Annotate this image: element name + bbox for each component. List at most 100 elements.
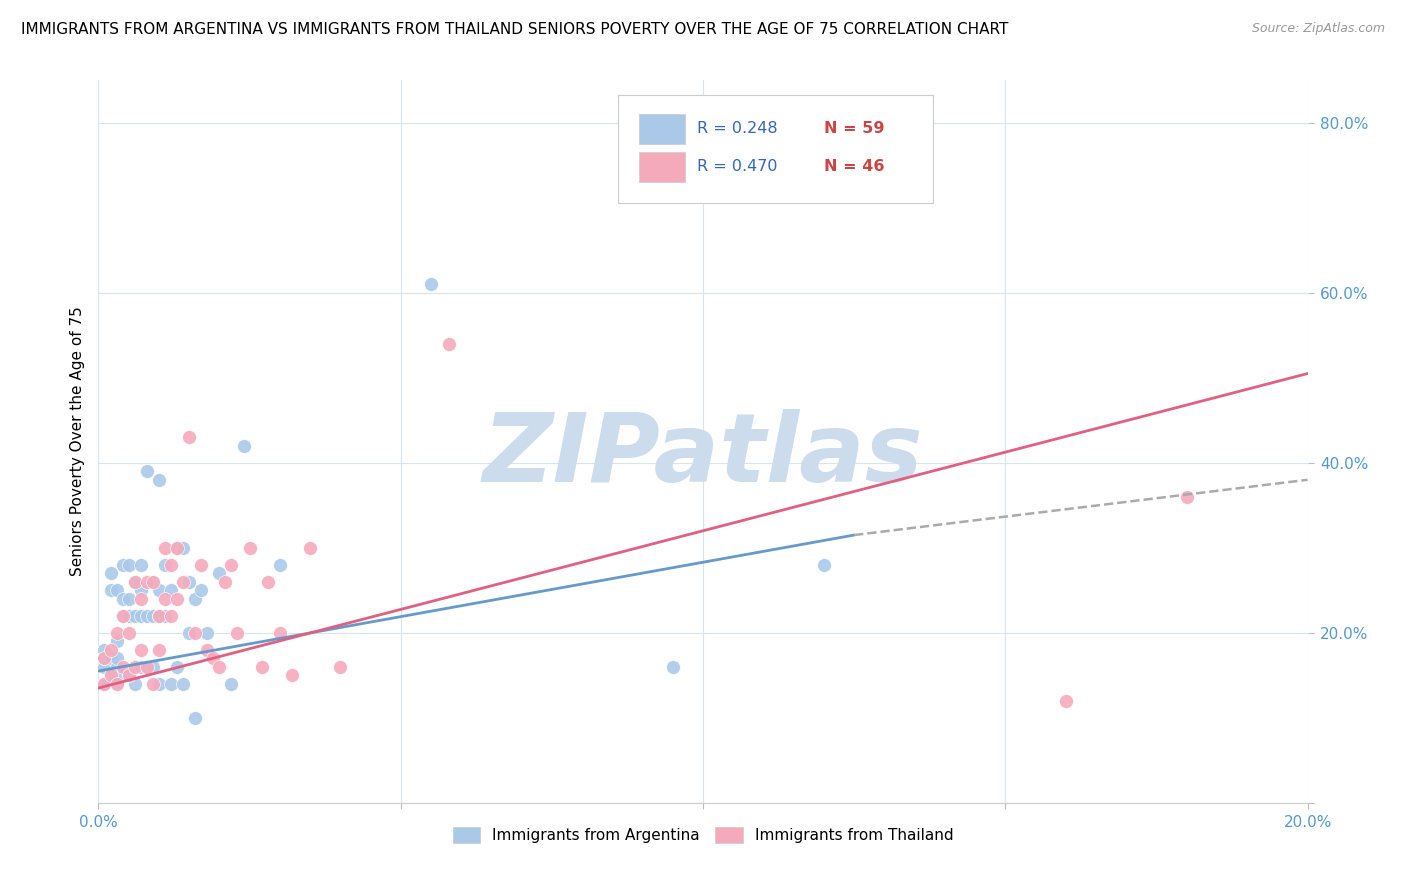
Point bbox=[226, 625, 249, 640]
Point bbox=[148, 642, 170, 657]
Point bbox=[111, 591, 134, 606]
Point bbox=[221, 677, 243, 691]
Point bbox=[135, 464, 157, 478]
Point bbox=[256, 574, 278, 589]
Point bbox=[111, 608, 134, 623]
Point bbox=[129, 608, 152, 623]
Point bbox=[172, 677, 194, 691]
Point bbox=[142, 677, 165, 691]
Point bbox=[129, 591, 152, 606]
Point bbox=[179, 430, 201, 444]
FancyBboxPatch shape bbox=[619, 95, 932, 203]
Point bbox=[153, 591, 176, 606]
Point bbox=[142, 574, 165, 589]
Point bbox=[166, 541, 188, 555]
Point bbox=[166, 591, 188, 606]
Point bbox=[118, 625, 141, 640]
Point bbox=[105, 677, 128, 691]
Point bbox=[100, 668, 122, 682]
Point bbox=[179, 574, 201, 589]
Point bbox=[208, 660, 231, 674]
Point bbox=[148, 608, 170, 623]
Point bbox=[160, 677, 183, 691]
Point bbox=[124, 574, 146, 589]
Point bbox=[118, 668, 141, 682]
Point bbox=[135, 660, 157, 674]
Point bbox=[160, 558, 183, 572]
Point bbox=[93, 651, 115, 665]
Point bbox=[153, 558, 176, 572]
Point bbox=[239, 541, 262, 555]
Point bbox=[184, 591, 207, 606]
Point bbox=[208, 566, 231, 581]
Point bbox=[105, 677, 128, 691]
Point bbox=[100, 583, 122, 598]
Point bbox=[100, 651, 122, 665]
Point bbox=[661, 660, 683, 674]
Point bbox=[190, 583, 212, 598]
Point bbox=[105, 660, 128, 674]
Y-axis label: Seniors Poverty Over the Age of 75: Seniors Poverty Over the Age of 75 bbox=[69, 307, 84, 576]
Point bbox=[124, 660, 146, 674]
Point bbox=[437, 336, 460, 351]
Point bbox=[135, 660, 157, 674]
Point bbox=[124, 608, 146, 623]
Text: R = 0.470: R = 0.470 bbox=[697, 160, 778, 175]
Point bbox=[153, 541, 176, 555]
Point bbox=[118, 558, 141, 572]
Point bbox=[148, 677, 170, 691]
Point bbox=[179, 625, 201, 640]
Point bbox=[118, 668, 141, 682]
Point bbox=[105, 634, 128, 648]
Point bbox=[129, 660, 152, 674]
Text: R = 0.248: R = 0.248 bbox=[697, 121, 778, 136]
Point bbox=[118, 608, 141, 623]
Point bbox=[172, 541, 194, 555]
Point bbox=[142, 608, 165, 623]
Point bbox=[148, 583, 170, 598]
Legend: Immigrants from Argentina, Immigrants from Thailand: Immigrants from Argentina, Immigrants fr… bbox=[446, 822, 960, 849]
Text: Source: ZipAtlas.com: Source: ZipAtlas.com bbox=[1251, 22, 1385, 36]
Point bbox=[1054, 694, 1077, 708]
Point bbox=[269, 625, 291, 640]
Point bbox=[135, 574, 157, 589]
Point bbox=[129, 583, 152, 598]
Point bbox=[93, 677, 115, 691]
Point bbox=[160, 583, 183, 598]
Point bbox=[111, 660, 134, 674]
Point bbox=[105, 583, 128, 598]
Point bbox=[148, 473, 170, 487]
Point bbox=[129, 558, 152, 572]
Point bbox=[111, 558, 134, 572]
Point bbox=[329, 660, 352, 674]
Point bbox=[153, 608, 176, 623]
Point bbox=[281, 668, 304, 682]
Text: N = 46: N = 46 bbox=[824, 160, 884, 175]
Point bbox=[111, 608, 134, 623]
Point bbox=[111, 668, 134, 682]
Point bbox=[118, 591, 141, 606]
Point bbox=[166, 541, 188, 555]
Point bbox=[269, 558, 291, 572]
Point bbox=[166, 660, 188, 674]
Point bbox=[250, 660, 273, 674]
Point bbox=[100, 566, 122, 581]
Text: N = 59: N = 59 bbox=[824, 121, 884, 136]
Point bbox=[93, 651, 115, 665]
Point bbox=[135, 608, 157, 623]
Point bbox=[232, 439, 254, 453]
Point bbox=[813, 558, 835, 572]
Point bbox=[190, 558, 212, 572]
Point bbox=[124, 677, 146, 691]
Point bbox=[105, 625, 128, 640]
Point bbox=[202, 651, 225, 665]
Point bbox=[420, 277, 443, 292]
Point bbox=[100, 642, 122, 657]
Point bbox=[221, 558, 243, 572]
Bar bbox=[638, 113, 685, 144]
Point bbox=[129, 642, 152, 657]
Point bbox=[124, 574, 146, 589]
Point bbox=[195, 642, 218, 657]
Text: ZIPatlas: ZIPatlas bbox=[482, 409, 924, 502]
Text: IMMIGRANTS FROM ARGENTINA VS IMMIGRANTS FROM THAILAND SENIORS POVERTY OVER THE A: IMMIGRANTS FROM ARGENTINA VS IMMIGRANTS … bbox=[21, 22, 1008, 37]
